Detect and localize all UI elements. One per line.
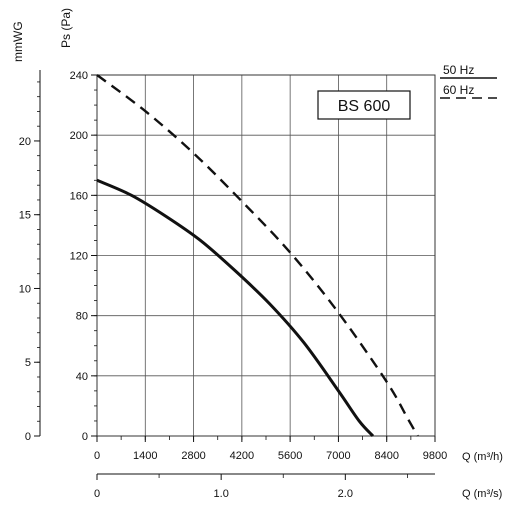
x-primary-tick-label: 4200 — [230, 450, 254, 462]
y-primary-tick-label: 120 — [70, 251, 88, 263]
model-label-box — [317, 90, 411, 120]
legend-label-50hz: 50 Hz — [443, 63, 474, 77]
y-primary-tick-label: 80 — [76, 311, 88, 323]
series-layer — [96, 74, 419, 438]
y-secondary-tick-label: 10 — [19, 283, 31, 295]
y-primary-tick-label: 0 — [82, 431, 88, 443]
y-primary-tick-label: 160 — [70, 190, 88, 202]
grid — [96, 74, 436, 437]
x-primary-tick-label: 9800 — [423, 450, 447, 462]
y-primary-tick-label: 240 — [70, 70, 88, 82]
series-curve-60hz — [96, 74, 419, 437]
y-secondary-tick-label: 15 — [19, 210, 31, 222]
x-axis-secondary-label: Q (m³/s) — [462, 488, 502, 500]
y-secondary-tick-label: 20 — [19, 136, 31, 148]
y-primary-tick-label: 40 — [76, 371, 88, 383]
y-axis-primary-label: Ps (Pa) — [59, 8, 73, 48]
x-secondary-tick-label: 1.0 — [214, 488, 229, 500]
x-secondary-tick-label: 2.0 — [338, 488, 353, 500]
x-primary-tick-label: 1400 — [133, 450, 157, 462]
x-primary-tick-label: 0 — [94, 450, 100, 462]
y-axis-secondary-label: mmWG — [11, 21, 25, 62]
series-curve-50hz — [96, 178, 375, 438]
x-primary-tick-label: 8400 — [374, 450, 398, 462]
x-primary-tick-label: 7000 — [326, 450, 350, 462]
y-primary-tick-label: 200 — [70, 130, 88, 142]
y-secondary-tick-label: 0 — [25, 431, 31, 443]
x-primary-tick-label: 2800 — [181, 450, 205, 462]
x-axis-primary-label: Q (m³/h) — [462, 451, 503, 463]
x-secondary-tick-label: 0 — [94, 488, 100, 500]
model-label: BS 600 — [338, 98, 391, 115]
x-primary-tick-label: 5600 — [278, 450, 302, 462]
y-secondary-tick-label: 5 — [25, 357, 31, 369]
legend: 50 Hz 60 Hz — [440, 63, 497, 99]
legend-label-60hz: 60 Hz — [443, 83, 474, 97]
